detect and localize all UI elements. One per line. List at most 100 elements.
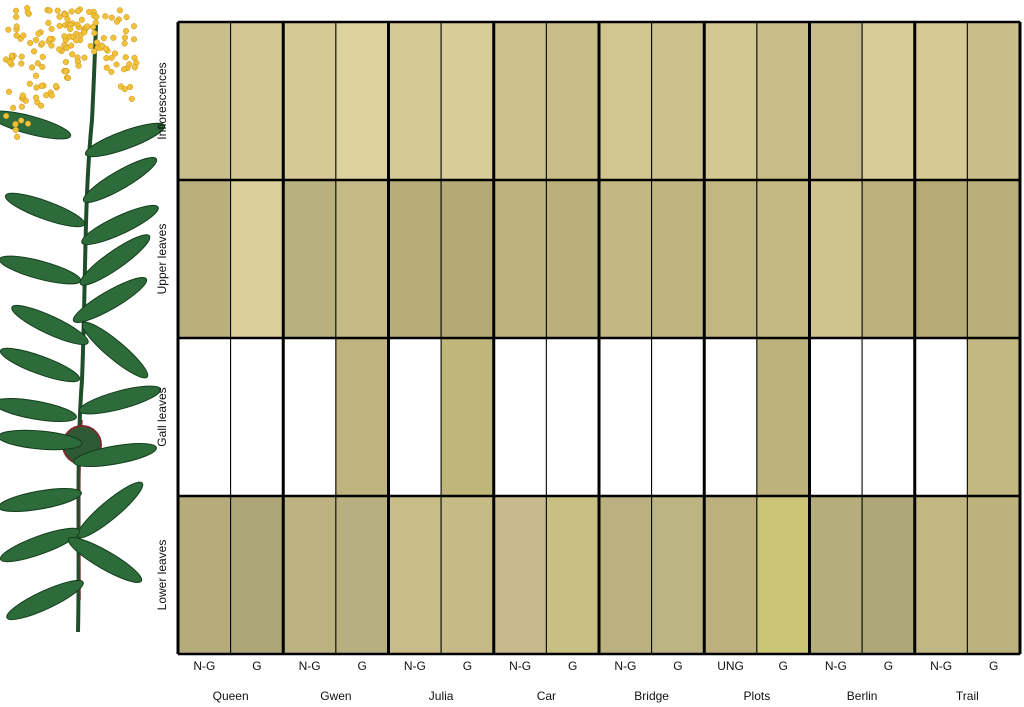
swatch — [651, 337, 705, 497]
flower — [114, 18, 121, 25]
swatch — [388, 179, 442, 339]
flower — [34, 60, 41, 67]
column-label: UNG — [717, 659, 744, 673]
swatch — [756, 21, 810, 181]
swatch — [598, 337, 653, 497]
swatch — [966, 337, 1021, 497]
leaf — [78, 385, 162, 415]
flower — [62, 58, 69, 66]
swatch — [914, 495, 968, 655]
flower — [87, 43, 94, 50]
flower — [13, 32, 20, 39]
swatch — [177, 21, 232, 181]
flower — [39, 40, 46, 47]
flower — [39, 53, 46, 60]
column-label: G — [358, 659, 367, 673]
flower — [18, 103, 25, 110]
swatch — [703, 21, 758, 181]
leaf — [76, 481, 144, 539]
flower — [56, 46, 63, 53]
flower — [52, 83, 60, 90]
swatch — [230, 337, 284, 497]
column-label: N-G — [509, 659, 531, 673]
flower — [10, 104, 17, 111]
swatch — [545, 21, 600, 181]
leaf — [4, 192, 86, 228]
flower — [121, 66, 128, 73]
swatch — [282, 179, 337, 339]
row-label: Gall leaves — [155, 387, 169, 446]
swatch — [177, 495, 232, 655]
flower — [24, 5, 31, 12]
leaf — [0, 347, 81, 383]
swatch — [335, 337, 389, 497]
row-label: Inflorescences — [155, 62, 169, 139]
swatch — [335, 179, 389, 339]
swatch — [282, 337, 337, 497]
flower — [108, 14, 115, 21]
swatch — [493, 495, 547, 655]
flower — [54, 7, 61, 14]
flower — [63, 44, 70, 52]
swatch — [809, 21, 863, 181]
flower — [33, 84, 40, 91]
flower — [122, 54, 129, 61]
flower — [69, 51, 76, 58]
leaf — [0, 398, 77, 422]
flower — [91, 48, 98, 55]
site-label: Berlin — [847, 689, 878, 703]
site-label: Queen — [213, 689, 249, 703]
flower — [13, 13, 20, 21]
flower — [26, 80, 33, 87]
flower — [93, 39, 100, 46]
flower — [19, 92, 26, 99]
leaf — [11, 304, 89, 346]
swatch — [230, 495, 284, 655]
swatch — [598, 179, 653, 339]
leaf — [84, 122, 166, 158]
flower — [13, 23, 20, 30]
swatch — [809, 495, 863, 655]
flower — [103, 64, 110, 71]
swatch — [545, 495, 600, 655]
flower — [84, 23, 91, 30]
flower — [27, 39, 34, 46]
column-label: N-G — [193, 659, 215, 673]
flower — [68, 8, 75, 15]
flower — [123, 14, 130, 21]
column-label: N-G — [614, 659, 636, 673]
swatch — [388, 495, 442, 655]
swatch — [545, 179, 600, 339]
swatch — [756, 179, 810, 339]
swatch — [230, 21, 284, 181]
flower — [46, 35, 54, 42]
column-label: G — [673, 659, 682, 673]
flower — [48, 92, 55, 99]
flower — [6, 58, 13, 65]
flower — [74, 21, 81, 28]
swatch — [388, 21, 442, 181]
column-label: N-G — [404, 659, 426, 673]
flower — [37, 102, 45, 109]
flower — [81, 54, 88, 61]
flower — [68, 42, 75, 49]
flower — [12, 7, 20, 14]
flower — [64, 16, 71, 23]
swatch — [861, 337, 916, 497]
swatch — [493, 21, 547, 181]
swatch — [861, 21, 916, 181]
flower — [130, 36, 137, 43]
flower — [5, 26, 12, 33]
flower — [93, 13, 100, 20]
swatch — [598, 495, 653, 655]
flower — [110, 34, 117, 41]
swatch — [914, 179, 968, 339]
flower — [75, 62, 82, 69]
swatch — [177, 179, 232, 339]
flower — [126, 61, 133, 68]
flower — [67, 25, 74, 33]
column-label: N-G — [825, 659, 847, 673]
flower — [131, 64, 138, 71]
swatch — [809, 179, 863, 339]
site-label: Car — [537, 689, 556, 703]
